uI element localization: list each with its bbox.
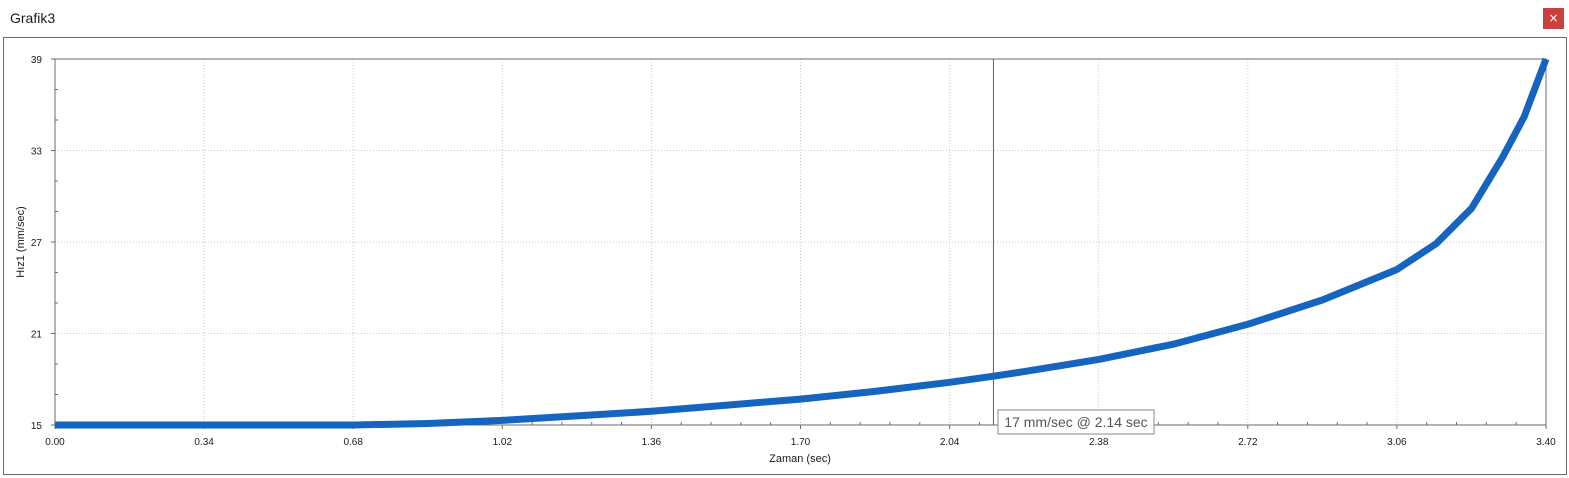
tooltip-box: [997, 409, 1155, 435]
cursor-tooltip: 17 mm/sec @ 2.14 sec: [997, 409, 1155, 435]
x-tick-label: 0.00: [45, 437, 65, 448]
x-tick-label: 3.06: [1387, 437, 1407, 448]
x-tick-label: 1.02: [493, 437, 513, 448]
x-tick-label: 2.38: [1089, 437, 1109, 448]
x-axis-ticks: 0.00 0.34 0.68 1.02 1.36 1.70 2.04 2.38 2.72 3.06…: [45, 425, 1556, 448]
y-tick-label: 15: [31, 421, 43, 432]
x-tick-label: 0.34: [194, 437, 214, 448]
tooltip-text: 17 mm/sec @ 2.14 sec: [1004, 414, 1147, 430]
y-tick-label: 27: [31, 238, 43, 249]
y-axis-title: Hız1 (mm/sec): [15, 206, 27, 278]
x-axis-title: Zaman (sec): [769, 453, 831, 465]
y-tick-label: 21: [31, 330, 43, 341]
close-button[interactable]: ×: [1543, 8, 1564, 29]
x-tick-label: 2.72: [1238, 437, 1258, 448]
x-tick-label: 3.40: [1536, 437, 1556, 448]
minor-ticks: [55, 89, 1517, 425]
window-title: Grafik3: [10, 10, 56, 26]
x-tick-label: 1.36: [642, 437, 662, 448]
window-titlebar: Grafik3 ×: [0, 0, 1569, 37]
x-tick-label: 1.70: [791, 437, 811, 448]
x-tick-label: 2.04: [940, 437, 960, 448]
y-tick-label: 39: [31, 55, 43, 66]
x-tick-label: 0.68: [343, 437, 363, 448]
grid-lines: [55, 59, 1546, 425]
y-axis-ticks: 15 21 27 33 39: [31, 55, 55, 432]
y-tick-label: 33: [31, 147, 43, 158]
